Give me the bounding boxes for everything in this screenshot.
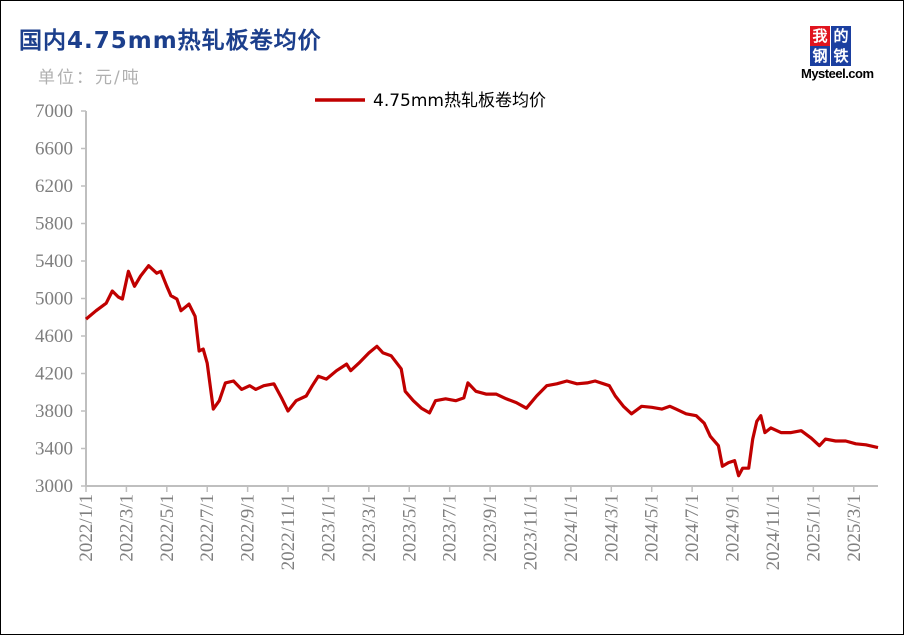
logo-char: 铁 xyxy=(831,46,851,66)
x-tick-labels: 2022/1/1 2022/3/1 2022/5/1 2022/7/1 2022/9/1… xyxy=(76,494,865,570)
series-group xyxy=(84,264,879,478)
unit-label: 单位：元/吨 xyxy=(38,68,141,88)
y-tick-label: 6200 xyxy=(35,176,73,197)
x-tick-label: 2022/5/1 xyxy=(157,494,178,562)
x-tick-label: 2024/5/1 xyxy=(642,494,663,562)
y-tick-label: 6600 xyxy=(35,139,73,160)
x-tick-label: 2022/11/1 xyxy=(278,494,299,570)
logo-text: Mysteel.com xyxy=(801,66,874,81)
x-tick-label: 2024/1/1 xyxy=(561,494,582,562)
y-tick-label: 5000 xyxy=(35,289,73,310)
logo-char: 我 xyxy=(810,26,830,46)
price-line xyxy=(84,264,879,478)
mysteel-logo: 我 的 钢 铁 Mysteel.com xyxy=(800,26,882,84)
y-tick-label: 7000 xyxy=(35,101,73,122)
legend: 4.75mm热轧板卷均价 xyxy=(315,91,546,111)
x-tick-label: 2025/1/1 xyxy=(803,494,824,562)
chart-title: 国内4.75mm热轧板卷均价 xyxy=(19,28,322,54)
x-tick-label: 2024/3/1 xyxy=(601,494,622,562)
legend-label: 4.75mm热轧板卷均价 xyxy=(373,91,546,111)
x-tick-label: 2022/1/1 xyxy=(76,494,97,562)
y-tick-label: 3400 xyxy=(35,439,73,460)
y-tick-label: 4200 xyxy=(35,364,73,385)
axes xyxy=(81,110,878,492)
x-tick-label: 2022/7/1 xyxy=(197,494,218,562)
y-tick-labels: 3000 3400 3800 4200 4600 5000 5400 5800 6200 6600… xyxy=(35,101,73,497)
x-tick-label: 2023/3/1 xyxy=(359,494,380,562)
y-tick-label: 3800 xyxy=(35,401,73,422)
x-tick-label: 2023/9/1 xyxy=(480,494,501,562)
y-tick-label: 4600 xyxy=(35,326,73,347)
x-tick-label: 2025/3/1 xyxy=(844,494,865,562)
logo-char: 钢 xyxy=(810,46,830,66)
y-tick-label: 5800 xyxy=(35,214,73,235)
logo-char: 的 xyxy=(831,26,851,46)
y-tick-label: 3000 xyxy=(35,476,73,497)
x-tick-label: 2024/9/1 xyxy=(723,494,744,562)
y-tick-label: 5400 xyxy=(35,251,73,272)
x-tick-label: 2022/9/1 xyxy=(238,494,259,562)
x-tick-label: 2023/11/1 xyxy=(520,494,541,570)
x-tick-label: 2024/7/1 xyxy=(682,494,703,562)
x-tick-label: 2023/5/1 xyxy=(399,494,420,562)
x-tick-label: 2023/1/1 xyxy=(318,494,339,562)
x-tick-label: 2023/7/1 xyxy=(440,494,461,562)
x-tick-label: 2022/3/1 xyxy=(116,494,137,562)
x-tick-label: 2024/11/1 xyxy=(763,494,784,570)
